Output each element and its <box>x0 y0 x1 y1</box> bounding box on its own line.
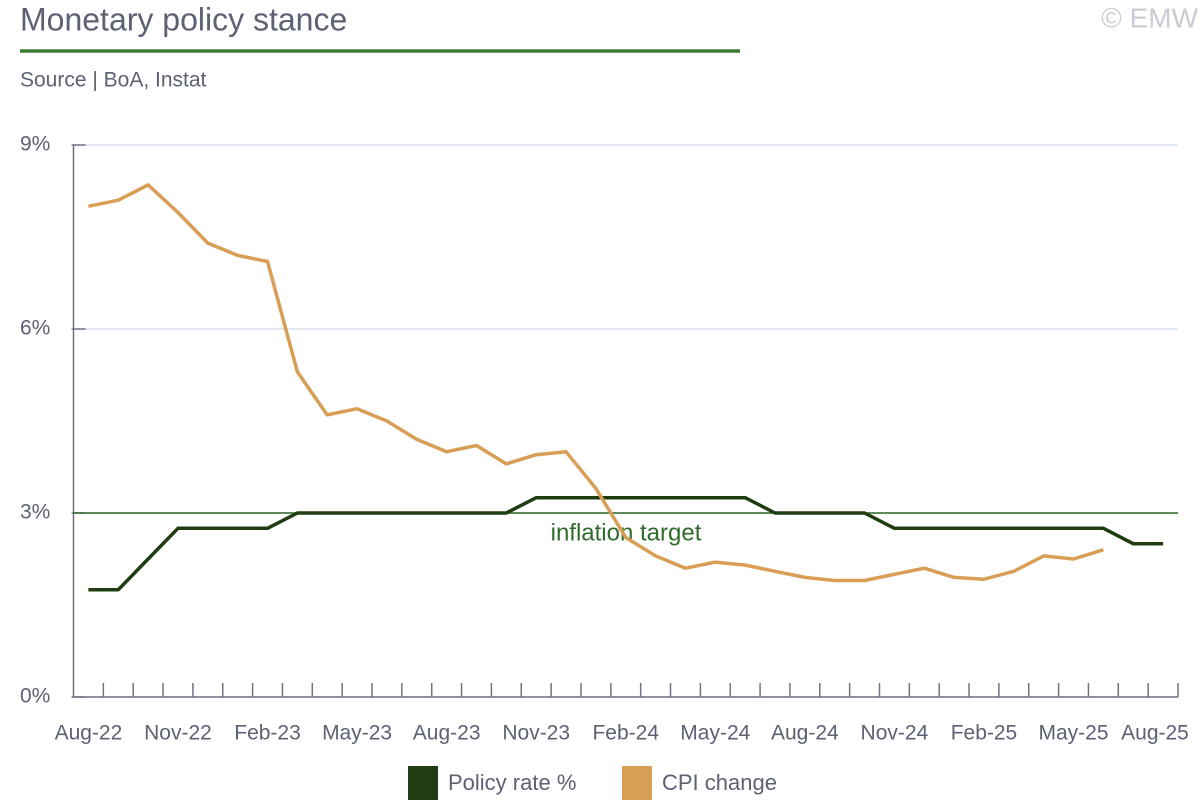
x-tick-label: Feb-24 <box>592 722 659 745</box>
x-tick-label: Aug-24 <box>771 722 839 745</box>
x-tick-label: Feb-25 <box>951 722 1018 745</box>
x-tick-label: Feb-23 <box>234 722 301 745</box>
target-label: inflation target <box>551 519 702 546</box>
legend-label: Policy rate % <box>448 770 576 795</box>
legend-label: CPI change <box>662 770 777 795</box>
x-tick-label: May-24 <box>680 722 750 745</box>
series-line <box>88 183 1104 583</box>
x-tick-label: Nov-22 <box>144 722 212 745</box>
chart-title: Monetary policy stance <box>20 1 347 37</box>
y-tick-label: 0% <box>20 685 50 708</box>
legend-swatch <box>622 766 652 800</box>
x-tick-label: May-23 <box>322 722 392 745</box>
x-tick-label: Nov-23 <box>502 722 570 745</box>
x-tick-label: Nov-24 <box>861 722 929 745</box>
y-tick-label: 6% <box>20 317 50 340</box>
x-tick-label: Aug-23 <box>413 722 481 745</box>
y-tick-label: 9% <box>20 133 50 156</box>
chart-subtitle: Source | BoA, Instat <box>20 69 207 92</box>
watermark: © EMW <box>1101 2 1198 33</box>
y-tick-label: 3% <box>20 501 50 524</box>
series-line <box>88 495 1164 592</box>
x-tick-label: Aug-25 <box>1121 722 1189 745</box>
x-tick-label: May-25 <box>1039 722 1109 745</box>
legend-swatch <box>408 766 438 800</box>
x-tick-label: Aug-22 <box>55 722 123 745</box>
